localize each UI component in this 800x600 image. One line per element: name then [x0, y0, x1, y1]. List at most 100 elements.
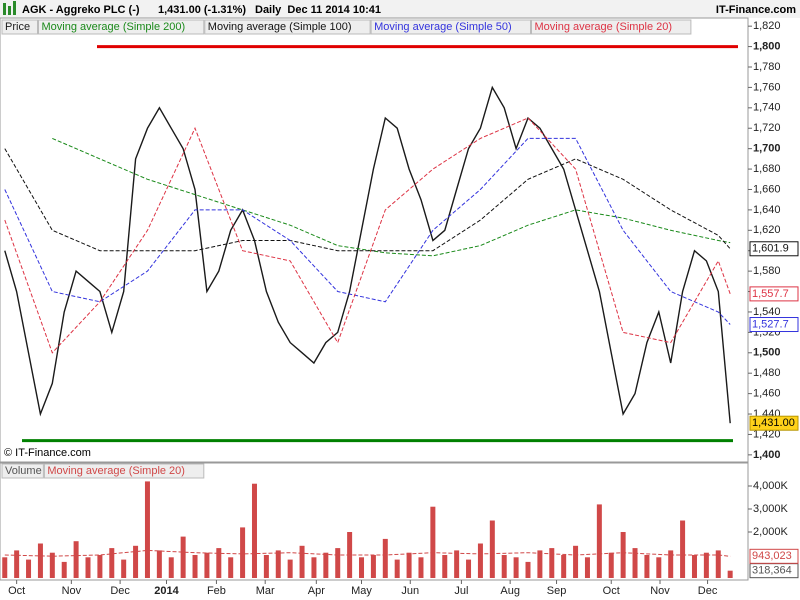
volume-bar: [121, 559, 127, 578]
volume-bar: [251, 483, 257, 578]
legend-box: [531, 19, 692, 35]
volume-bar: [275, 550, 281, 578]
volume-bar: [644, 555, 650, 578]
y-tick-label: 4,000K: [753, 480, 789, 492]
legend-entry: Moving average (Simple 100): [208, 21, 352, 33]
volume-bar: [204, 552, 210, 578]
volume-bar: [299, 545, 305, 578]
x-tick-label: May: [351, 585, 372, 597]
y-tick-label: 1,660: [753, 183, 781, 195]
legend-entry: Moving average (Simple 20): [535, 21, 673, 33]
legend-entry: Moving average (Simple 50): [374, 21, 512, 33]
y-tick-label: 1,500: [753, 347, 781, 359]
moving-average: [4, 549, 731, 557]
x-tick-label: Nov: [650, 585, 670, 597]
x-tick-label: 2014: [154, 585, 179, 597]
volume-bar: [2, 557, 8, 578]
volume-bar: [596, 504, 602, 578]
y-tick-label: 1,480: [753, 367, 781, 379]
volume-bar: [703, 552, 709, 578]
moving-average: [4, 117, 731, 354]
y-tick-label: 1,680: [753, 163, 781, 175]
volume-bar: [180, 536, 186, 578]
brand: IT-Finance.com: [716, 4, 796, 16]
legend-box: [1, 463, 44, 479]
x-tick-label: Mar: [256, 585, 275, 597]
volume-bar: [311, 557, 317, 578]
last-value-label: 1,557.7: [752, 288, 789, 300]
volume-bar: [323, 552, 329, 578]
y-tick-label: 1,780: [753, 61, 781, 73]
volume-bar: [466, 559, 472, 578]
icon: [3, 3, 6, 15]
y-tick-label: 1,620: [753, 224, 781, 236]
legend-box: [38, 19, 205, 35]
volume-bar: [359, 557, 365, 578]
price-panel: [0, 17, 749, 463]
y-tick-label: 3,000K: [753, 503, 789, 515]
legend-entry: Price: [5, 21, 30, 33]
copyright: © IT-Finance.com: [4, 447, 91, 459]
y-tick-label: 1,700: [753, 143, 781, 155]
y-tick-label: 1,540: [753, 306, 781, 318]
volume-bar: [216, 548, 222, 578]
volume-bar: [442, 555, 448, 578]
volume-bar: [37, 543, 43, 578]
last-value-box: [749, 286, 799, 302]
volume-bar: [61, 561, 67, 578]
volume-bar: [287, 559, 293, 578]
legend-entry: Volume: [5, 465, 42, 477]
volume-bar: [584, 557, 590, 578]
y-tick-label: 1,400: [753, 449, 781, 461]
volume-bar: [477, 543, 483, 578]
volume-bar: [109, 548, 115, 578]
volume-bar: [549, 548, 555, 578]
y-tick-label: 1,720: [753, 122, 781, 134]
volume-bar: [501, 555, 507, 578]
volume-bar: [715, 550, 721, 578]
volume-bar: [26, 559, 32, 578]
volume-bar: [97, 555, 103, 578]
last-value-label: 943,023: [752, 550, 792, 562]
y-tick-label: 1,580: [753, 265, 781, 277]
x-tick-label: Oct: [603, 585, 620, 597]
price-line: [4, 85, 731, 424]
icon: [8, 6, 11, 15]
y-tick-label: 1,640: [753, 204, 781, 216]
icon: [13, 1, 16, 15]
last-value-box: [749, 317, 799, 333]
volume-bar: [228, 557, 234, 578]
x-tick-label: Aug: [500, 585, 520, 597]
y-tick-label: 1,800: [753, 40, 781, 52]
x-tick-label: Dec: [110, 585, 130, 597]
volume-bar: [680, 520, 686, 578]
volume-panel: [0, 462, 749, 581]
x-tick-label: Jul: [454, 585, 468, 597]
volume-bar: [394, 559, 400, 578]
moving-average: [4, 148, 731, 252]
volume-bar: [632, 548, 638, 578]
moving-average: [52, 137, 731, 257]
legend-entry: Moving average (Simple 20): [47, 465, 185, 477]
last-value-label: 1,601.9: [752, 243, 789, 255]
volume-bar: [537, 550, 543, 578]
y-tick-label: 1,460: [753, 388, 781, 400]
volume-bar: [49, 552, 55, 578]
volume-bar: [430, 506, 436, 578]
volume-bar: [156, 550, 162, 578]
volume-bar: [85, 557, 91, 578]
last-value-box: [749, 241, 799, 257]
volume-bar: [573, 545, 579, 578]
volume-bar: [144, 481, 150, 578]
x-tick-label: Feb: [207, 585, 226, 597]
legend-box: [43, 463, 205, 479]
symbol: AGK - Aggreko PLC (-): [22, 4, 140, 16]
volume-bar: [620, 532, 626, 578]
volume-bar: [668, 550, 674, 578]
last-value-label: 1,431.00: [752, 417, 795, 429]
volume-bar: [513, 557, 519, 578]
x-tick-label: Sep: [547, 585, 567, 597]
volume-bar: [263, 555, 269, 578]
x-tick-label: Jun: [401, 585, 419, 597]
